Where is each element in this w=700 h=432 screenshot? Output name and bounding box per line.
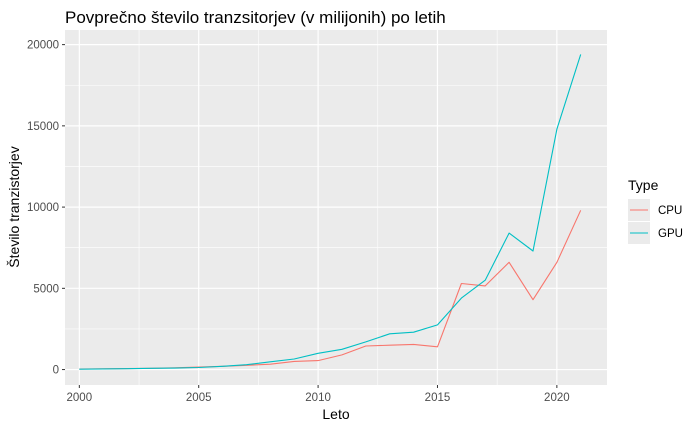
x-tick-label: 2000 (67, 392, 93, 404)
y-tick-label: 0 (53, 365, 59, 377)
y-tick-label: 20000 (27, 40, 59, 52)
legend: Type CPU GPU (628, 177, 683, 244)
series-layer (79, 54, 582, 370)
x-tick-label: 2020 (544, 392, 570, 404)
y-tick-label: 15000 (27, 121, 59, 133)
x-tick-label: 2015 (425, 392, 451, 404)
legend-items: CPU GPU (628, 199, 683, 244)
chart-title: Povprečno število tranzsitorjev (v milij… (65, 8, 446, 27)
legend-title: Type (628, 177, 659, 193)
x-axis: 2000 2005 2010 2015 2020 (67, 385, 570, 404)
legend-label-cpu: CPU (658, 205, 682, 217)
x-axis-title: Leto (322, 406, 349, 422)
y-tick-label: 5000 (33, 283, 59, 295)
y-axis: 0 5000 10000 15000 20000 (27, 40, 65, 377)
y-tick-label: 10000 (27, 202, 59, 214)
series-line-gpu (79, 54, 582, 370)
x-tick-label: 2005 (186, 392, 212, 404)
x-tick-label: 2010 (305, 392, 331, 404)
y-axis-title: Število tranzistorjev (6, 146, 22, 267)
grid-major (65, 30, 607, 385)
legend-label-gpu: GPU (658, 228, 683, 240)
